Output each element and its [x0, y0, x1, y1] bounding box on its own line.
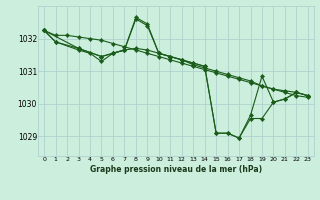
X-axis label: Graphe pression niveau de la mer (hPa): Graphe pression niveau de la mer (hPa) [90, 165, 262, 174]
